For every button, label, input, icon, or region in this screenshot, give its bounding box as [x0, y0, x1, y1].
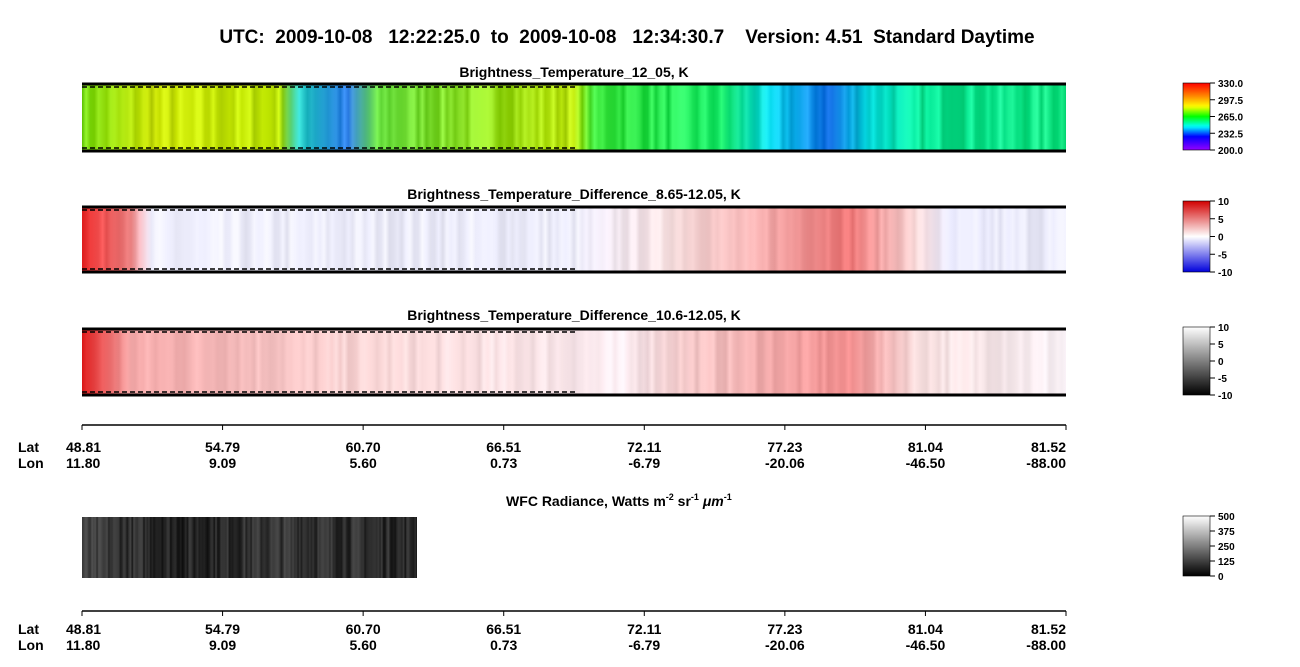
colorbar [1182, 326, 1211, 396]
colorbar-label: 0 [1218, 233, 1224, 244]
lat-tick-label: 54.79 [205, 621, 240, 637]
colorbar-label: -5 [1218, 374, 1227, 385]
wfc-title-sup: -2 [666, 492, 674, 502]
colorbar-label: 10 [1218, 323, 1230, 334]
lat-tick-label: 54.79 [205, 439, 240, 455]
lon-tick-label: -46.50 [906, 455, 946, 471]
lat-tick-label: 77.23 [767, 621, 802, 637]
lat-tick-label: 72.11 [627, 621, 661, 637]
wfc-title-sup: -1 [691, 492, 699, 502]
wfc-title-part: WFC Radiance, Watts m [506, 493, 666, 509]
lon-axis-label: Lon [18, 637, 44, 653]
colorbar-label: 0 [1218, 572, 1224, 583]
lon-tick-label: -46.50 [906, 637, 946, 653]
lon-tick-label: -6.79 [628, 455, 660, 471]
lat-tick-label: 81.52 [1031, 621, 1066, 637]
lat-tick-label: 48.81 [66, 621, 101, 637]
lat-tick-label: 48.81 [66, 439, 101, 455]
image-strip [82, 84, 1066, 151]
panel-title: Brightness_Temperature_Difference_8.65-1… [407, 186, 741, 202]
colorbar-label: -10 [1218, 391, 1233, 402]
colorbar-label: 500 [1218, 512, 1235, 523]
lon-tick-label: -6.79 [628, 637, 660, 653]
wfc-title-sup: -1 [724, 492, 732, 502]
lon-tick-label: -88.00 [1026, 637, 1066, 653]
main-title: UTC: 2009-10-08 12:22:25.0 to 2009-10-08… [219, 27, 1034, 48]
lat-tick-label: 81.52 [1031, 439, 1066, 455]
image-strip [82, 329, 1066, 395]
colorbar-label: 5 [1218, 340, 1224, 351]
lon-tick-label: 11.80 [66, 637, 100, 653]
panel-title: Brightness_Temperature_12_05, K [459, 64, 688, 80]
colorbar-label: -5 [1218, 250, 1227, 261]
colorbar-label: 265.0 [1218, 113, 1243, 124]
lon-tick-label: 0.73 [490, 637, 517, 653]
colorbar [1182, 82, 1211, 151]
lon-tick-label: 0.73 [490, 455, 517, 471]
colorbar [1182, 515, 1211, 577]
wfc-title: WFC Radiance, Watts m-2 sr-1 μm-1 [487, 487, 744, 509]
colorbar-label: 232.5 [1218, 129, 1243, 140]
lon-tick-label: 5.60 [350, 455, 377, 471]
lat-tick-label: 60.70 [346, 621, 381, 637]
lon-axis-label: Lon [18, 455, 44, 471]
wfc-title-part: μm [699, 493, 724, 509]
wfc-strip [82, 517, 417, 578]
lat-tick-label: 66.51 [486, 621, 521, 637]
lat-tick-label: 77.23 [767, 439, 802, 455]
image-strip [82, 207, 1066, 272]
lat-axis-label: Lat [18, 439, 39, 455]
lon-tick-label: -20.06 [765, 637, 805, 653]
lat-tick-label: 60.70 [346, 439, 381, 455]
colorbar-label: 5 [1218, 215, 1224, 226]
lon-tick-label: 5.60 [350, 637, 377, 653]
colorbar [1182, 200, 1211, 273]
lon-tick-label: 9.09 [209, 637, 236, 653]
colorbar-label: 250 [1218, 542, 1235, 553]
lat-tick-label: 81.04 [908, 439, 943, 455]
colorbar-label: 375 [1218, 527, 1235, 538]
lat-tick-label: 66.51 [486, 439, 521, 455]
wfc-title-part: sr [674, 493, 692, 509]
lon-tick-label: 11.80 [66, 455, 100, 471]
lat-tick-label: 72.11 [627, 439, 661, 455]
lon-tick-label: 9.09 [209, 455, 236, 471]
colorbar-label: -10 [1218, 268, 1233, 279]
colorbar-label: 200.0 [1218, 146, 1243, 157]
lon-tick-label: -88.00 [1026, 455, 1066, 471]
colorbar-label: 125 [1218, 557, 1235, 568]
colorbar-label: 10 [1218, 197, 1230, 208]
colorbar-label: 297.5 [1218, 96, 1243, 107]
lon-tick-label: -20.06 [765, 455, 805, 471]
colorbar-label: 330.0 [1218, 79, 1243, 90]
panel-title: Brightness_Temperature_Difference_10.6-1… [407, 307, 741, 323]
colorbar-label: 0 [1218, 357, 1224, 368]
lat-axis-label: Lat [18, 621, 39, 637]
lat-tick-label: 81.04 [908, 621, 943, 637]
